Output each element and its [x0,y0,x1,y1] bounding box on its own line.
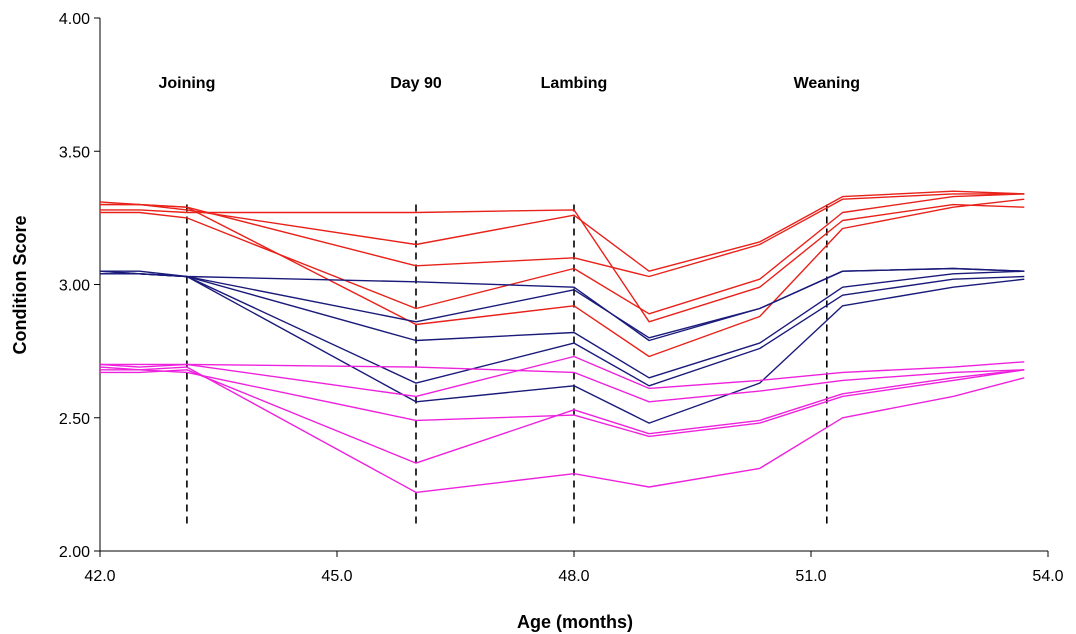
y-tick-label: 2.50 [59,411,90,428]
x-tick-label: 54.0 [1032,568,1063,585]
x-tick-label: 51.0 [795,568,826,585]
series-line [99,190,1025,272]
event-markers: Joining Day 90 Lambing Weaning [158,75,860,525]
series-line [100,369,1025,464]
event-label: Joining [158,75,215,92]
y-tick-label: 2.00 [59,544,90,561]
y-axis-title: Condition Score [10,216,30,355]
series-line [100,355,1025,398]
x-tick-label: 48.0 [558,568,589,585]
y-tick-label: 3.50 [59,144,90,161]
series-line [100,198,1025,358]
series-line [99,363,1025,403]
tick-labels: 2.00 2.50 3.00 3.50 4.00 42.0 45.0 48.0 51.0 54.0 [59,11,1064,585]
series-lines [99,190,1025,494]
axes [94,17,1049,557]
event-label: Lambing [541,75,608,92]
series-line [100,193,1025,315]
event-label: Day 90 [390,75,442,92]
event-label: Weaning [794,75,860,92]
series-line [100,203,1025,323]
series-line [99,267,1025,339]
series-line [100,366,1025,494]
series-line [99,270,1025,387]
x-axis-title: Age (months) [517,612,633,632]
series-line [100,270,1025,424]
x-tick-label: 42.0 [84,568,115,585]
y-tick-label: 4.00 [59,11,90,28]
x-tick-label: 45.0 [321,568,352,585]
y-tick-label: 3.00 [59,278,90,295]
